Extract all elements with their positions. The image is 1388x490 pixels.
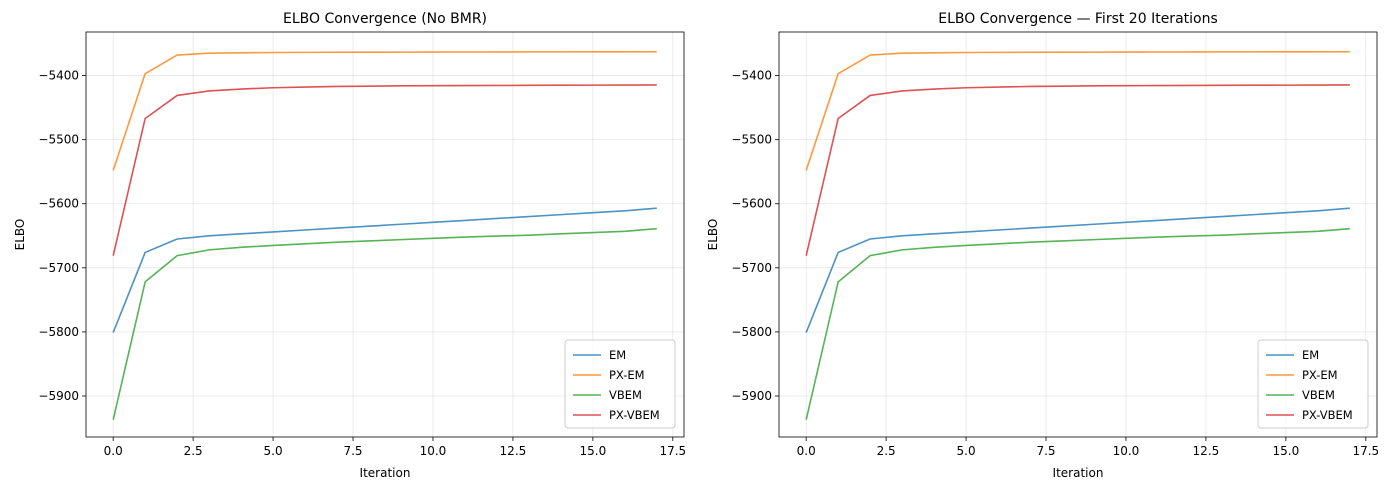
legend: EM PX-EM VBEM PX-VBEM <box>564 339 676 429</box>
series-line-px-em <box>805 50 1350 171</box>
x-tick-label: 12.5 <box>500 444 527 458</box>
y-tick-label: −5700 <box>38 261 79 275</box>
series-line-vbem <box>112 227 657 420</box>
legend-label-vbem: VBEM <box>609 388 642 402</box>
x-tick-label: 10.0 <box>1113 444 1140 458</box>
legend-label-px-em: PX-EM <box>609 368 645 382</box>
legend-box <box>1257 339 1369 429</box>
y-tick-label: −5900 <box>731 389 772 403</box>
chart-title: ELBO Convergence — First 20 Iterations <box>938 11 1218 27</box>
x-tick-label: 2.5 <box>184 444 203 458</box>
y-tick-label: −5900 <box>38 389 79 403</box>
x-tick-label: 7.5 <box>343 444 362 458</box>
y-tick-label: −5400 <box>731 69 772 83</box>
legend: EM PX-EM VBEM PX-VBEM <box>1257 339 1369 429</box>
legend-label-px-vbem: PX-VBEM <box>1302 408 1353 422</box>
chart-title: ELBO Convergence (No BMR) <box>283 11 487 27</box>
x-tick-label: 17.5 <box>659 444 686 458</box>
legend-label-vbem: VBEM <box>1302 388 1335 402</box>
y-tick-label: −5800 <box>731 325 772 339</box>
legend-label-px-em: PX-EM <box>1302 368 1338 382</box>
x-axis-label: Iteration <box>1053 466 1104 480</box>
series-line-em <box>112 207 657 333</box>
x-tick-label: 17.5 <box>1352 444 1379 458</box>
y-axis-label: ELBO <box>13 219 27 251</box>
series-line-px-vbem <box>112 84 657 256</box>
y-tick-label: −5600 <box>731 197 772 211</box>
series-line-px-vbem <box>805 84 1350 256</box>
chart-right: 0.0 2.5 5.0 7.5 10.0 12.5 15.0 17.5 −5900 −5800 −5… <box>706 11 1379 480</box>
chart-left: 0.0 2.5 5.0 7.5 10.0 12.5 15.0 17.5 −5900 −5800 −5… <box>13 11 686 480</box>
y-tick-label: −5800 <box>38 325 79 339</box>
legend-label-em: EM <box>1302 348 1319 362</box>
series-line-px-em <box>112 50 657 171</box>
y-tick-label: −5500 <box>731 133 772 147</box>
legend-label-px-vbem: PX-VBEM <box>609 408 660 422</box>
x-tick-label: 5.0 <box>264 444 283 458</box>
x-tick-label: 2.5 <box>877 444 896 458</box>
x-tick-label: 0.0 <box>797 444 816 458</box>
x-axis-label: Iteration <box>360 466 411 480</box>
plot-frame <box>85 31 685 438</box>
series-line-em <box>805 207 1350 333</box>
x-tick-label: 15.0 <box>580 444 607 458</box>
x-tick-label: 0.0 <box>104 444 123 458</box>
x-tick-label: 12.5 <box>1193 444 1220 458</box>
y-tick-label: −5700 <box>731 261 772 275</box>
y-tick-label: −5400 <box>38 69 79 83</box>
y-tick-label: −5600 <box>38 197 79 211</box>
y-axis-label: ELBO <box>706 219 720 251</box>
plot-frame <box>778 31 1378 438</box>
legend-label-em: EM <box>609 348 626 362</box>
series-line-vbem <box>805 227 1350 420</box>
x-tick-label: 10.0 <box>420 444 447 458</box>
legend-box <box>564 339 676 429</box>
x-tick-label: 7.5 <box>1036 444 1055 458</box>
x-tick-label: 15.0 <box>1273 444 1300 458</box>
x-tick-label: 5.0 <box>957 444 976 458</box>
y-tick-label: −5500 <box>38 133 79 147</box>
